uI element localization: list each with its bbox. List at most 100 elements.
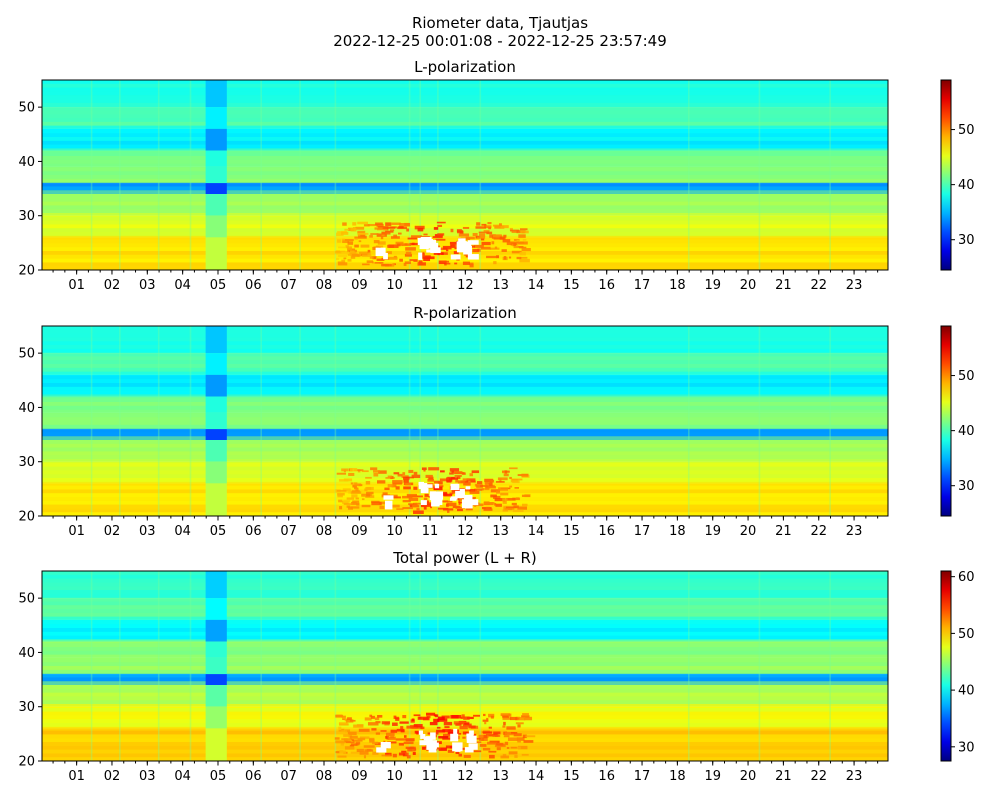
heatmap-enhancement-cell — [479, 744, 487, 747]
heatmap-enhancement-cell — [478, 734, 489, 739]
x-tick-label: 07 — [280, 524, 297, 539]
heatmap-enhancement-cell — [520, 256, 528, 259]
heatmap-enhancement-cell — [462, 723, 472, 727]
heatmap-gap-cell — [420, 500, 427, 506]
heatmap-enhancement-cell — [353, 724, 364, 728]
heatmap-texture-row — [42, 364, 888, 368]
x-tick-label: 19 — [704, 524, 721, 539]
panel-1: L-polarization 20 30 40 50 01 02 03 04 05 06 07 08 09… — [18, 58, 974, 293]
x-tick-label: 12 — [457, 524, 474, 539]
heatmap-texture-row — [42, 696, 888, 701]
x-tick-label: 15 — [563, 278, 580, 293]
heatmap-enhancement-cell — [489, 754, 495, 759]
heatmap-enhancement-cell — [338, 728, 345, 732]
heatmap-enhancement-cell — [519, 228, 528, 231]
heatmap-texture-row — [42, 512, 888, 516]
x-tick-label: 15 — [563, 769, 580, 784]
heatmap-enhancement-cell — [399, 223, 411, 227]
heatmap-enhancement-cell — [337, 755, 347, 758]
heatmap-texture-row — [42, 459, 888, 463]
heatmap-streak — [479, 326, 482, 516]
heatmap-enhancement-cell — [349, 468, 358, 472]
heatmap-enhancement-cell — [369, 714, 373, 717]
heatmap-enhancement-cell — [518, 246, 527, 249]
heatmap-gap-cell — [419, 244, 429, 250]
heatmap-enhancement-cell — [359, 736, 370, 739]
heatmap-enhancement-cell — [343, 499, 351, 503]
heatmap-enhancement-cell — [384, 487, 390, 491]
heatmap-dip-cell — [205, 80, 227, 108]
heatmap-area — [42, 571, 888, 761]
heatmap-enhancement-cell — [464, 722, 470, 725]
heatmap-enhancement-cell — [358, 240, 362, 243]
heatmap-texture-row — [42, 394, 888, 399]
heatmap-enhancement-cell — [370, 715, 375, 719]
x-tick-label: 16 — [598, 278, 615, 293]
x-tick-label: 03 — [139, 524, 156, 539]
heatmap-enhancement-cell — [447, 509, 450, 513]
heatmap-enhancement-cell — [393, 715, 397, 719]
heatmap-streak — [90, 571, 93, 761]
heatmap-enhancement-cell — [467, 716, 474, 720]
heatmap-enhancement-cell — [500, 713, 511, 717]
heatmap-area — [42, 326, 888, 516]
heatmap-texture-row — [42, 129, 888, 134]
x-tick-label: 20 — [740, 769, 757, 784]
heatmap-enhancement-cell — [433, 227, 439, 230]
heatmap-dip-cell — [205, 461, 227, 484]
heatmap-enhancement-cell — [510, 732, 518, 734]
x-tick-label: 10 — [386, 278, 403, 293]
x-tick-label: 17 — [634, 524, 651, 539]
heatmap-enhancement-cell — [476, 488, 483, 491]
heatmap-enhancement-cell — [375, 742, 382, 745]
y-tick-label: 30 — [18, 700, 35, 715]
x-tick-label: 02 — [104, 278, 121, 293]
heatmap-enhancement-cell — [369, 739, 375, 743]
heatmap-enhancement-cell — [437, 224, 443, 227]
heatmap-enhancement-cell — [516, 737, 525, 741]
heatmap-enhancement-cell — [522, 734, 527, 739]
heatmap-enhancement-cell — [354, 236, 364, 239]
heatmap-texture-row — [42, 190, 888, 194]
heatmap-enhancement-cell — [415, 502, 422, 505]
heatmap-dip-cell — [205, 396, 227, 413]
heatmap-texture-row — [42, 673, 888, 678]
heatmap-enhancement-cell — [502, 239, 511, 243]
heatmap-texture-row — [42, 443, 888, 448]
heatmap-texture-row — [42, 643, 888, 647]
heatmap-texture-row — [42, 681, 888, 685]
heatmap-enhancement-cell — [484, 224, 487, 228]
heatmap-enhancement-cell — [342, 239, 350, 244]
heatmap-streak — [829, 326, 831, 516]
heatmap-enhancement-cell — [472, 232, 478, 237]
heatmap-enhancement-cell — [449, 241, 457, 245]
heatmap-enhancement-cell — [355, 226, 365, 230]
heatmap-texture-row — [42, 578, 888, 583]
heatmap-enhancement-cell — [465, 508, 473, 511]
x-tick-label: 14 — [528, 278, 545, 293]
heatmap-enhancement-cell — [471, 470, 480, 474]
heatmap-enhancement-cell — [351, 501, 357, 505]
heatmap-enhancement-cell — [458, 502, 461, 505]
heatmap-gap-cell — [464, 747, 474, 753]
heatmap-gap-cell — [459, 488, 465, 497]
heatmap-enhancement-cell — [516, 746, 521, 749]
heatmap-enhancement-cell — [523, 716, 533, 721]
heatmap-texture-row — [42, 194, 888, 198]
heatmap-enhancement-cell — [508, 751, 518, 755]
heatmap-dip-cell — [205, 128, 227, 151]
heatmap-enhancement-cell — [469, 473, 473, 477]
heatmap-texture-row — [42, 742, 888, 746]
heatmap-enhancement-cell — [413, 471, 418, 475]
heatmap-gap-cell — [428, 239, 434, 247]
heatmap-enhancement-cell — [503, 234, 507, 238]
heatmap-enhancement-cell — [429, 721, 438, 726]
heatmap-gap-cell — [422, 237, 432, 243]
heatmap-enhancement-cell — [405, 483, 411, 486]
heatmap-enhancement-cell — [455, 479, 459, 483]
heatmap-enhancement-cell — [377, 241, 386, 245]
heatmap-texture-row — [42, 171, 888, 175]
heatmap-enhancement-cell — [442, 245, 452, 250]
heatmap-texture-row — [42, 616, 888, 621]
heatmap-dip-cell — [205, 107, 227, 129]
